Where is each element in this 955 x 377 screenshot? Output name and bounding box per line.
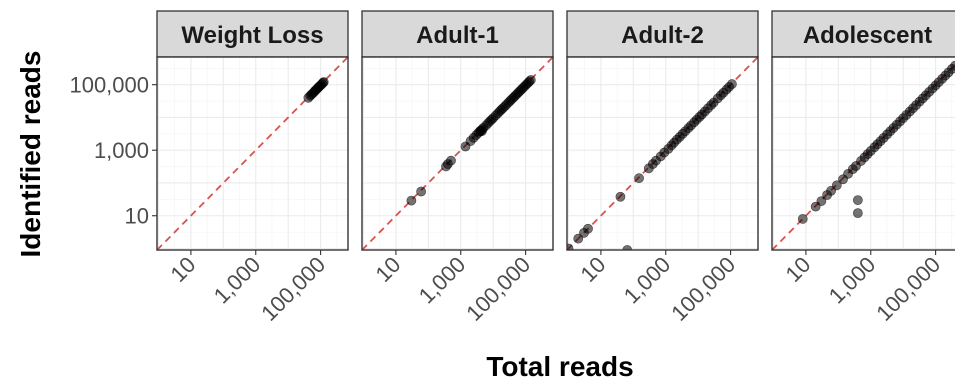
x-tick-label: 100,000 (666, 252, 740, 326)
x-tick-label: 100,000 (256, 252, 330, 326)
data-point (318, 77, 329, 87)
data-point (852, 195, 863, 206)
panel-points (406, 75, 536, 206)
panel-points (797, 60, 955, 224)
y-axis-title: Identified reads (15, 51, 46, 258)
panel-title: Adolescent (803, 22, 932, 49)
reference-line (362, 57, 553, 250)
data-point (727, 79, 737, 89)
x-axis-title: Total reads (486, 351, 633, 377)
x-tick-label: 1,000 (414, 252, 471, 309)
x-tick-label: 10 (370, 252, 405, 287)
x-tick-label: 100,000 (871, 252, 945, 326)
data-point (797, 214, 808, 224)
panel-points (303, 77, 329, 103)
x-tick-label: 1,000 (209, 252, 266, 309)
data-point (567, 243, 574, 250)
panel-strip (566, 10, 759, 58)
y-axis: 10 1,000 100,000 (69, 73, 157, 229)
y-tick-label: 1,000 (94, 138, 149, 163)
y-tick-label: 10 (125, 204, 149, 229)
data-point (416, 186, 427, 197)
x-tick-label: 100,000 (461, 252, 535, 326)
panel-border (566, 56, 759, 251)
panel-strip (156, 10, 349, 58)
data-point (583, 223, 593, 234)
reference-line-group (157, 57, 348, 250)
panel-border (361, 56, 554, 251)
panel-title: Adult-1 (416, 22, 499, 49)
data-point (634, 173, 644, 184)
panel-strip (361, 10, 554, 58)
panel-grid (362, 57, 553, 250)
data-point (831, 180, 842, 191)
data-point (852, 208, 863, 219)
panel-border (771, 56, 955, 251)
data-point (406, 195, 417, 206)
x-tick-label: 10 (165, 252, 200, 287)
x-tick-label: 10 (575, 252, 610, 287)
data-point (446, 155, 456, 166)
panel-title: Adult-2 (621, 22, 704, 49)
x-tick-label: 1,000 (824, 252, 881, 309)
reference-line-group (362, 57, 553, 250)
y-tick-label: 100,000 (69, 73, 149, 98)
panel-grid (567, 57, 758, 250)
panel-title: Weight Loss (181, 22, 323, 49)
x-tick-label: 1,000 (619, 252, 676, 309)
data-point (816, 196, 827, 206)
panel-points (567, 79, 737, 250)
panel-grid (772, 57, 955, 250)
panel-grid (157, 57, 348, 250)
data-point (950, 60, 955, 71)
reference-line (157, 57, 348, 250)
data-point (525, 75, 536, 85)
data-point (615, 191, 626, 202)
x-tick-label: 10 (780, 252, 815, 287)
panel-border (156, 56, 349, 251)
